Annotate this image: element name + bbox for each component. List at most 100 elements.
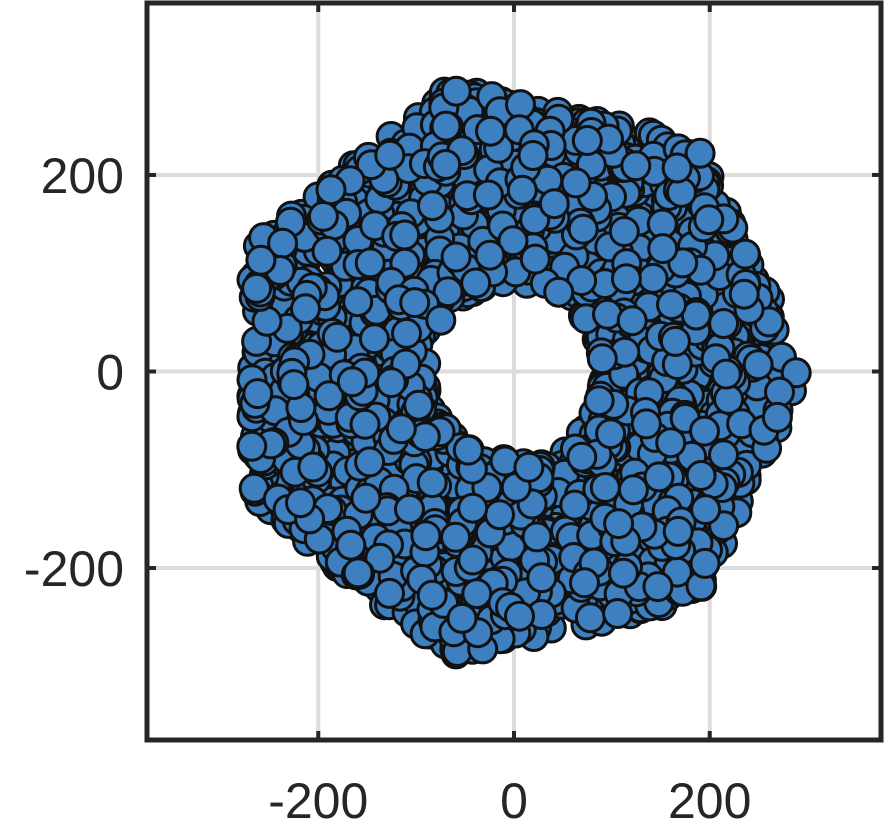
scatter-point [321,321,353,353]
scatter-point [430,110,462,142]
scatter-point [519,243,551,275]
scatter-point [519,204,551,236]
scatter-point [684,137,716,169]
scatter-point [780,357,812,389]
scatter-point [517,140,549,171]
scatter-point [637,262,669,294]
scatter-point [311,235,343,267]
scatter-point [403,389,435,421]
scatter-point [620,150,652,182]
scatter-point [290,293,321,325]
scatter-point [315,174,347,206]
tick-marks [147,3,881,740]
scatter-point [484,499,515,531]
scatter-point [610,263,642,295]
scatter-point [543,276,575,308]
scatter-point [394,493,425,525]
scatter-point [474,239,506,271]
scatter-point [389,219,421,251]
scatter-point [659,325,691,357]
scatter-point [245,244,277,276]
scatter-point [710,358,742,390]
scatter-point [374,139,406,171]
scatter-point [236,430,268,462]
scatter-point [425,304,457,336]
scatter-point [374,577,405,609]
scatter-point [761,401,793,433]
scatter-point [656,289,687,321]
scatter-points [236,75,812,670]
scatter-point [662,515,694,547]
y-tick-label: 0 [96,345,124,401]
scatter-point [559,489,591,521]
scatter-point [685,460,717,491]
scatter-point [278,369,310,401]
scatter-point [313,380,345,412]
scatter-point [241,272,273,304]
scatter-point [689,415,720,447]
scatter-point [242,378,274,410]
scatter-point [497,225,529,257]
scatter-point [307,200,339,232]
scatter-point [589,472,621,503]
scatter-point [693,204,725,236]
scatter-point [457,492,489,524]
scatter-point [608,216,640,247]
scatter-point [460,267,492,299]
scatter-point [375,367,407,399]
scatter-point [513,451,545,483]
scatter-point [410,520,442,552]
scatter-point [297,451,329,483]
scatter-point [708,439,739,471]
scatter-point [417,190,448,222]
scatter-point [643,461,675,493]
x-tick-label: 200 [668,773,751,826]
scatter-point [416,467,448,499]
scatter-point [391,317,422,349]
x-tick-label: -200 [268,773,368,826]
scatter-point [569,567,600,599]
scatter-point [504,600,535,632]
scatter-point [285,487,316,519]
scatter-point [452,434,484,466]
scatter-point [440,75,472,107]
y-tick-labels: -200 0 200 [24,148,124,597]
scatter-point [440,521,471,553]
scatter-point [335,529,367,561]
scatter-point [350,482,382,514]
scatter-point [336,366,368,398]
scatter-point [349,408,381,440]
scatter-point [571,125,603,156]
scatter-point [566,441,598,473]
scatter-point [521,521,553,553]
scatter-point [342,286,374,318]
scatter-point [742,349,774,381]
scatter-point [630,408,662,440]
scatter-point [440,241,472,273]
scatter-point [560,167,592,199]
scatter-point [538,188,570,220]
scatter-point [358,323,390,355]
scatter-point [567,213,599,245]
scatter-point [446,602,478,634]
scatter-point [583,385,615,417]
scatter-point [764,376,795,408]
scatter-point [416,579,448,611]
scatter-point [472,179,504,211]
y-tick-label: -200 [24,541,124,597]
scatter-point [603,508,635,540]
scatter-point [354,446,386,478]
scatter-point [432,276,464,308]
x-tick-labels: -200 0 200 [268,773,751,826]
scatter-point [457,544,489,576]
scatter-point [617,474,649,506]
scatter-point [647,233,679,265]
y-tick-label: 200 [41,148,124,204]
scatter-point [708,308,740,339]
scatter-point [506,174,538,206]
scatter-point [729,238,761,270]
scatter-point [689,547,721,579]
scatter-point [430,149,462,180]
scatter-point [661,152,693,184]
scatter-point [354,247,386,279]
